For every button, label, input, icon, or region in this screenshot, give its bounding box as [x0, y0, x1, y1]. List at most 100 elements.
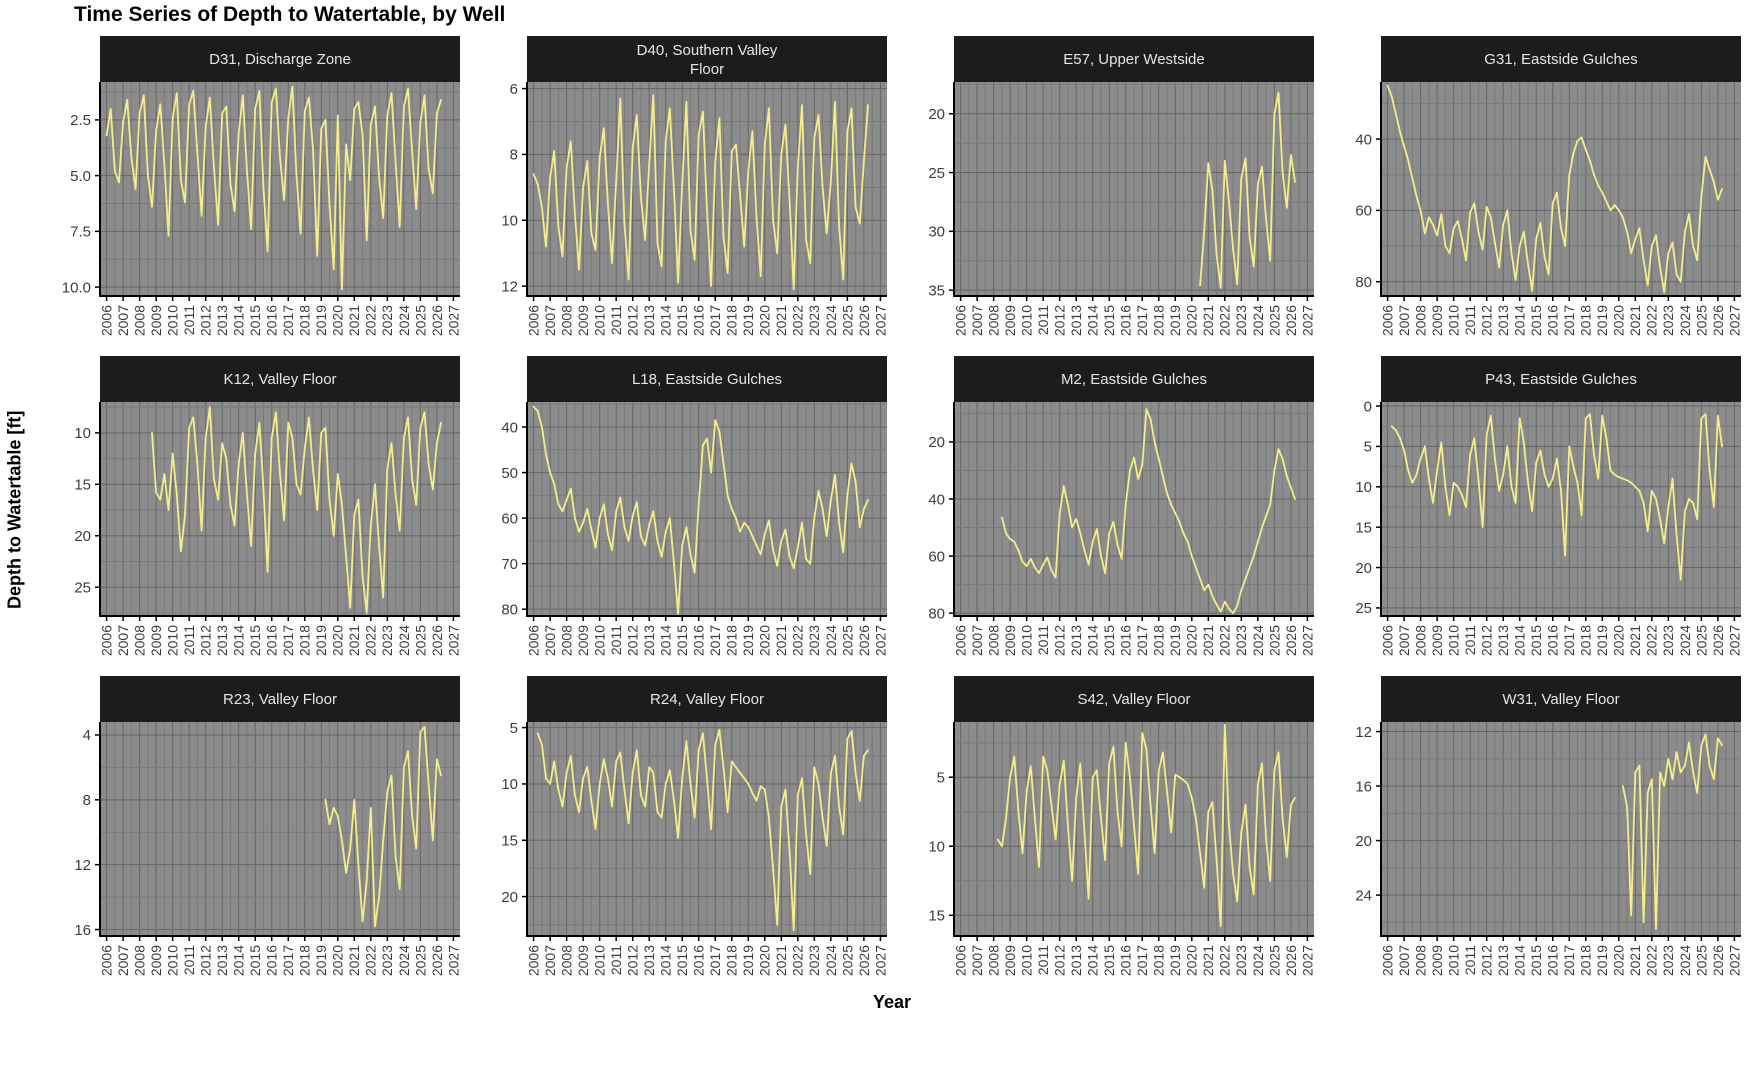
- y-tick-label: 4: [83, 727, 91, 744]
- x-tick-label: 2013: [641, 305, 657, 336]
- x-tick-label: 2006: [953, 305, 969, 336]
- x-tick-label: 2007: [969, 945, 985, 976]
- x-tick-label: 2011: [1462, 625, 1478, 655]
- x-tick-label: 2024: [1250, 945, 1266, 976]
- x-tick-label: 2025: [839, 305, 855, 336]
- x-tick-label: 2025: [1693, 625, 1709, 656]
- y-axis-title: Depth to Watertable [ft]: [4, 410, 25, 610]
- x-tick-label: 2015: [674, 305, 690, 336]
- x-tick-label: 2012: [1479, 305, 1495, 336]
- x-tick-label: 2025: [412, 305, 428, 336]
- facet-strip-label: S42, Valley Floor: [1077, 691, 1190, 708]
- x-tick-label: 2017: [1134, 305, 1150, 336]
- x-tick-label: 2017: [280, 945, 296, 976]
- y-tick-label: 25: [928, 165, 945, 182]
- x-tick-label: 2008: [132, 945, 148, 976]
- x-tick-label: 2010: [1019, 305, 1035, 336]
- x-tick-label: 2014: [231, 945, 247, 976]
- x-tick-label: 2019: [1167, 625, 1183, 656]
- x-tick-label: 2026: [429, 625, 445, 656]
- x-tick-label: 2008: [1413, 945, 1429, 976]
- x-tick-label: 2016: [691, 625, 707, 656]
- x-tick-label: 2027: [1299, 305, 1315, 336]
- x-tick-label: 2027: [1299, 625, 1315, 656]
- x-tick-label: 2021: [773, 625, 789, 656]
- x-tick-label: 2021: [346, 945, 362, 976]
- x-tick-label: 2025: [1693, 305, 1709, 336]
- x-tick-label: 2024: [1250, 305, 1266, 336]
- x-tick-label: 2006: [526, 945, 542, 976]
- x-tick-label: 2009: [575, 945, 591, 976]
- x-tick-label: 2025: [839, 945, 855, 976]
- y-tick-label: 20: [928, 106, 945, 123]
- x-tick-label: 2013: [1495, 945, 1511, 976]
- x-tick-label: 2011: [1462, 945, 1478, 975]
- x-tick-label: 2015: [1101, 625, 1117, 656]
- x-tick-label: 2006: [1380, 625, 1396, 656]
- x-tick-label: 2012: [625, 625, 641, 656]
- x-tick-label: 2008: [132, 305, 148, 336]
- x-tick-label: 2010: [165, 945, 181, 976]
- x-tick-label: 2016: [1545, 625, 1561, 656]
- x-tick-label: 2020: [330, 945, 346, 976]
- facet-strip: [954, 36, 1314, 82]
- x-tick-label: 2011: [1035, 625, 1051, 655]
- x-tick-label: 2024: [823, 945, 839, 976]
- x-tick-label: 2010: [1019, 625, 1035, 656]
- x-tick-label: 2019: [1167, 305, 1183, 336]
- x-tick-label: 2014: [1512, 945, 1528, 976]
- x-tick-label: 2018: [297, 945, 313, 976]
- x-tick-label: 2018: [724, 625, 740, 656]
- x-tick-label: 2007: [969, 305, 985, 336]
- facet-strip-label: K12, Valley Floor: [223, 371, 336, 388]
- facet-W31: 12 16 20 24 2006 2007 2008 2009 2010 2011 2012 2013…: [1319, 676, 1746, 994]
- y-tick-label: 8: [83, 792, 91, 809]
- x-tick-label: 2016: [1118, 625, 1134, 656]
- x-tick-label: 2012: [198, 305, 214, 336]
- x-tick-label: 2011: [181, 305, 197, 335]
- x-tick-label: 2021: [1627, 625, 1643, 656]
- x-tick-label: 2016: [1118, 945, 1134, 976]
- x-tick-label: 2024: [1677, 625, 1693, 656]
- x-tick-label: 2014: [231, 625, 247, 656]
- x-tick-label: 2022: [1217, 945, 1233, 976]
- x-tick-label: 2010: [1019, 945, 1035, 976]
- x-tick-label: 2013: [641, 945, 657, 976]
- x-tick-label: 2021: [1200, 945, 1216, 976]
- facet-strip: [527, 36, 887, 82]
- x-tick-label: 2020: [757, 625, 773, 656]
- x-tick-label: 2026: [429, 945, 445, 976]
- y-tick-label: 25: [1355, 600, 1372, 617]
- facet-D40: 6 8 10 12 2006 2007 2008 2009 2010 2011 2012 2013 20…: [465, 36, 892, 354]
- x-tick-label: 2012: [1052, 625, 1068, 656]
- facet-M2: 20 40 60 80 2006 2007 2008 2009 2010 2011 2012 2013…: [892, 356, 1319, 674]
- x-tick-label: 2025: [1693, 945, 1709, 976]
- x-tick-label: 2008: [1413, 305, 1429, 336]
- x-tick-label: 2016: [1545, 305, 1561, 336]
- x-tick-label: 2025: [1266, 625, 1282, 656]
- facet-strip-label: P43, Eastside Gulches: [1485, 371, 1637, 388]
- facet-D31: 2.5 5.0 7.5 10.0 2006 2007 2008 2009 2010 2011 201…: [38, 36, 465, 354]
- x-tick-label: 2008: [559, 625, 575, 656]
- facet-S42: 5 10 15 2006 2007 2008 2009 2010 2011 2012 2013 201…: [892, 676, 1319, 994]
- x-tick-label: 2025: [412, 625, 428, 656]
- x-tick-label: 2027: [1726, 945, 1742, 976]
- x-tick-label: 2009: [148, 305, 164, 336]
- x-tick-label: 2008: [1413, 625, 1429, 656]
- x-tick-label: 2009: [1002, 625, 1018, 656]
- x-tick-label: 2020: [1184, 305, 1200, 336]
- x-tick-label: 2016: [1545, 945, 1561, 976]
- x-tick-label: 2016: [691, 945, 707, 976]
- facet-strip: [954, 676, 1314, 722]
- x-tick-label: 2017: [707, 625, 723, 656]
- x-tick-label: 2006: [526, 305, 542, 336]
- x-tick-label: 2019: [1167, 945, 1183, 976]
- x-tick-label: 2012: [625, 945, 641, 976]
- facet-G31: 40 60 80 2006 2007 2008 2009 2010 2011 2012 2013 20…: [1319, 36, 1746, 354]
- x-tick-label: 2013: [1495, 625, 1511, 656]
- x-tick-label: 2014: [658, 945, 674, 976]
- x-tick-label: 2022: [790, 625, 806, 656]
- y-tick-label: 20: [1355, 833, 1372, 850]
